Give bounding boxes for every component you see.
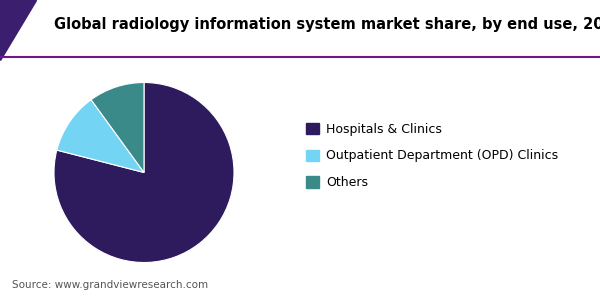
Legend: Hospitals & Clinics, Outpatient Department (OPD) Clinics, Others: Hospitals & Clinics, Outpatient Departme… <box>306 123 559 189</box>
Polygon shape <box>0 0 36 60</box>
Text: Source: www.grandviewresearch.com: Source: www.grandviewresearch.com <box>12 280 208 290</box>
Wedge shape <box>91 82 144 172</box>
Wedge shape <box>54 82 234 262</box>
Wedge shape <box>57 100 144 172</box>
Text: Global radiology information system market share, by end use, 2018 (%): Global radiology information system mark… <box>54 16 600 32</box>
